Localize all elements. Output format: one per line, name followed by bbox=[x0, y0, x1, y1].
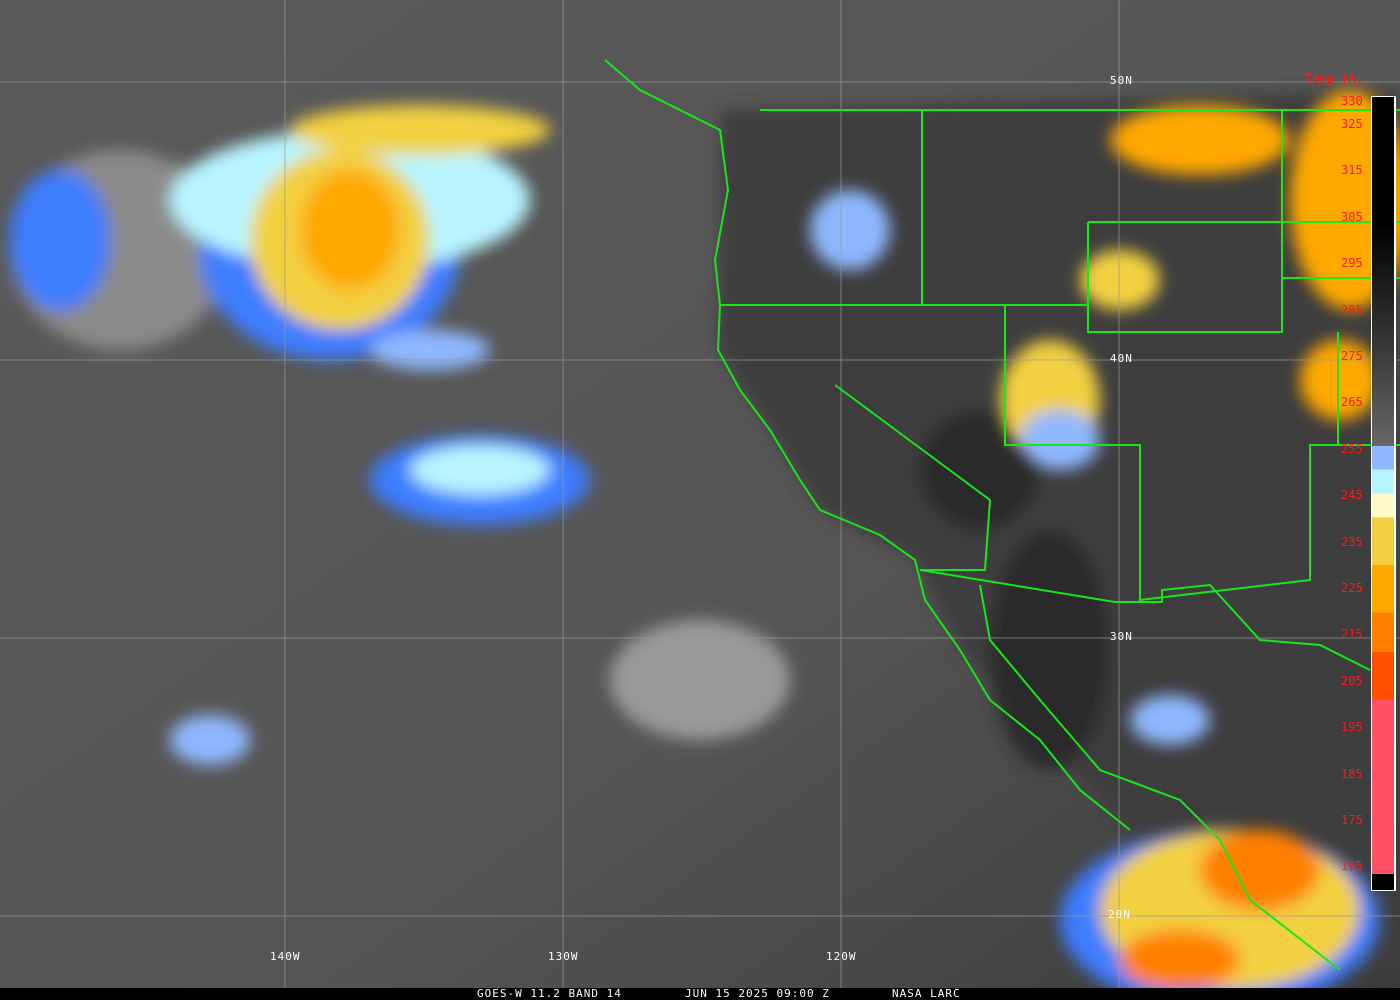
legend-tick: 195 bbox=[1341, 720, 1363, 735]
legend-tick: 205 bbox=[1341, 673, 1363, 688]
lon-label-140w: 140W bbox=[270, 950, 301, 963]
lat-label-30n: 30N bbox=[1110, 630, 1133, 643]
lon-label-120w: 120W bbox=[826, 950, 857, 963]
legend-tick: 235 bbox=[1341, 534, 1363, 549]
lat-label-50n: 50N bbox=[1110, 74, 1133, 87]
legend-tick: 330 bbox=[1341, 94, 1363, 108]
legend-tick: 185 bbox=[1341, 766, 1363, 781]
legend-tick: 265 bbox=[1341, 395, 1363, 410]
lon-label-130w: 130W bbox=[548, 950, 579, 963]
satellite-band: GOES-W 11.2 BAND 14 bbox=[477, 987, 622, 1000]
state-lines bbox=[720, 109, 1400, 671]
timestamp: JUN 15 2025 09:00 Z bbox=[685, 987, 830, 1000]
legend-tick: 295 bbox=[1341, 256, 1363, 271]
legend-tick: 185 bbox=[1341, 859, 1363, 874]
clouds bbox=[10, 90, 1400, 1000]
land-dark bbox=[718, 90, 1400, 980]
legend-tick: 225 bbox=[1341, 581, 1363, 595]
legend-tick: 275 bbox=[1341, 349, 1363, 363]
legend-tick: 245 bbox=[1341, 488, 1363, 503]
mexico-mainland-coast bbox=[979, 584, 1341, 971]
legend-tick: 315 bbox=[1341, 163, 1363, 178]
legend-title: Temp [K] bbox=[1305, 72, 1363, 86]
footer-bar: GOES-W 11.2 BAND 14 JUN 15 2025 09:00 Z … bbox=[0, 988, 1400, 1000]
source-label: NASA LARC bbox=[892, 987, 961, 1000]
legend-tick: 305 bbox=[1341, 209, 1363, 224]
legend-tick: 175 bbox=[1341, 813, 1363, 827]
legend-tick: 285 bbox=[1341, 302, 1363, 317]
lat-label-40n: 40N bbox=[1110, 352, 1133, 365]
legend-tick: 215 bbox=[1341, 627, 1363, 642]
political-borders bbox=[604, 59, 1400, 971]
legend-tick: 325 bbox=[1341, 117, 1363, 131]
legend-tick: 255 bbox=[1341, 441, 1363, 456]
coastline bbox=[604, 59, 1131, 831]
lat-label-20n: 20N bbox=[1108, 908, 1131, 921]
temperature-colorbar bbox=[1371, 96, 1396, 891]
